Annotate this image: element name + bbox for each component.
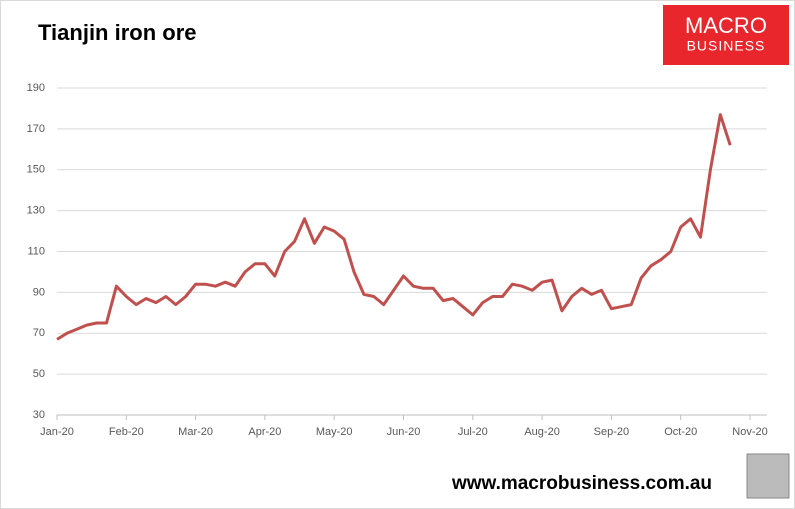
y-tick-label: 90 [33, 286, 45, 298]
data-line [56, 113, 732, 341]
logo-icon [746, 453, 790, 499]
y-tick-label: 170 [27, 123, 45, 135]
y-tick-label: 130 [27, 205, 45, 217]
y-tick-label: 30 [33, 409, 45, 421]
x-tick-label: Jul-20 [458, 426, 488, 438]
x-tick-label: May-20 [316, 426, 353, 438]
footer-url: www.macrobusiness.com.au [451, 473, 712, 494]
y-tick-label: 190 [27, 82, 45, 94]
logo-box [663, 5, 789, 65]
logo-text: MACRO [685, 13, 767, 38]
x-tick-label: Apr-20 [248, 426, 281, 438]
y-tick-label: 150 [27, 164, 45, 176]
x-tick-label: Sep-20 [594, 426, 629, 438]
logo-text: BUSINESS [687, 38, 766, 54]
x-tick-label: Feb-20 [109, 426, 144, 438]
y-tick-label: 50 [33, 368, 45, 380]
x-tick-label: Nov-20 [732, 426, 767, 438]
x-tick-label: Jun-20 [387, 426, 421, 438]
y-tick-label: 70 [33, 327, 45, 339]
y-tick-label: 110 [27, 245, 45, 257]
x-tick-label: Mar-20 [178, 426, 213, 438]
x-tick-label: Oct-20 [664, 426, 697, 438]
chart-title: Tianjin iron ore [38, 20, 197, 45]
x-tick-label: Jan-20 [40, 426, 74, 438]
x-tick-label: Aug-20 [524, 426, 559, 438]
